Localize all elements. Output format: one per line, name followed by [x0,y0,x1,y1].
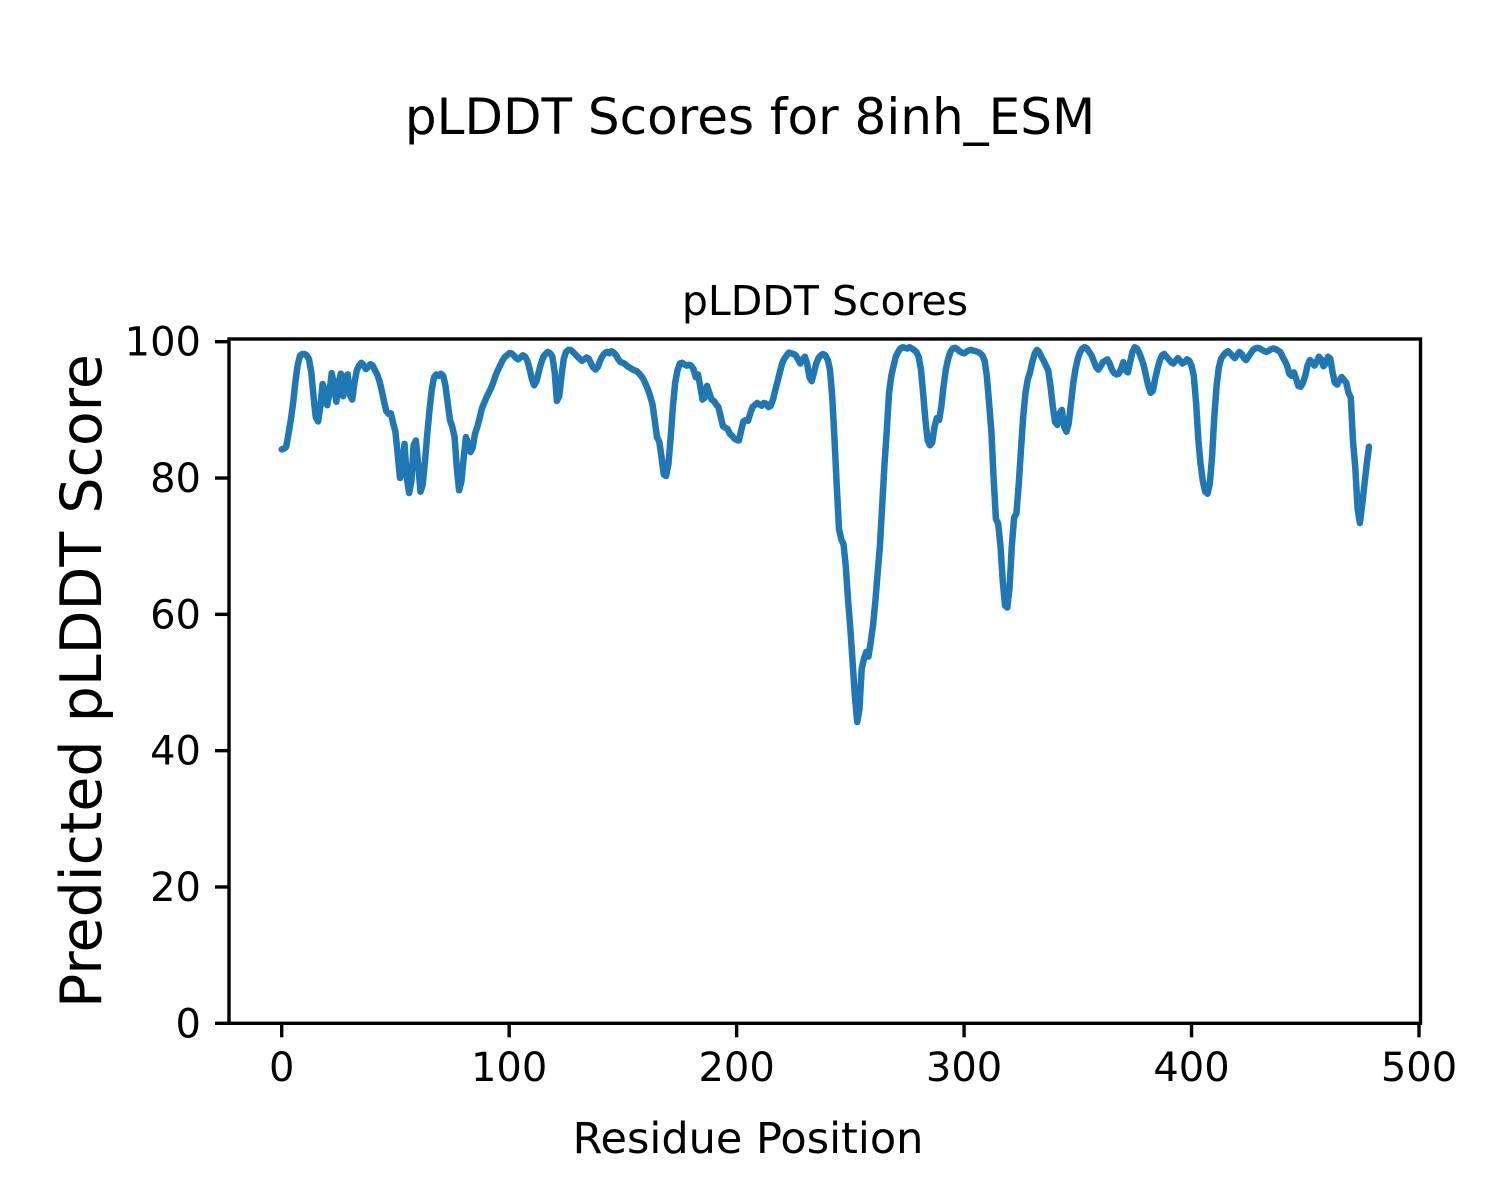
y-axis-label: Predicted pLDDT Score [49,354,115,1008]
x-tick-300-label: 300 [926,1045,1002,1091]
plot-area-border [227,337,1423,1025]
y-tick-60-label: 60 [150,592,201,638]
x-tick-0-label: 0 [269,1045,294,1091]
x-tick-500-label: 500 [1381,1045,1457,1091]
plddt-line [278,343,1373,726]
y-tick-40-label: 40 [150,729,201,775]
x-tick-200-label: 200 [698,1045,774,1091]
x-tick-400-label: 400 [1153,1045,1229,1091]
y-tick-0-label: 0 [176,1001,201,1047]
axes-title: pLDDT Scores [682,277,968,325]
figure-title: pLDDT Scores for 8inh_ESM [405,88,1095,146]
y-tick-20-label: 20 [150,865,201,911]
y-tick-100-label: 100 [125,320,201,366]
x-axis-ticks: 0 100 200 300 400 500 [269,1023,1457,1091]
x-tick-100-label: 100 [471,1045,547,1091]
y-axis-ticks: 0 20 40 60 80 100 [125,320,229,1047]
y-tick-80-label: 80 [150,456,201,502]
x-axis-label: Residue Position [573,1114,924,1164]
